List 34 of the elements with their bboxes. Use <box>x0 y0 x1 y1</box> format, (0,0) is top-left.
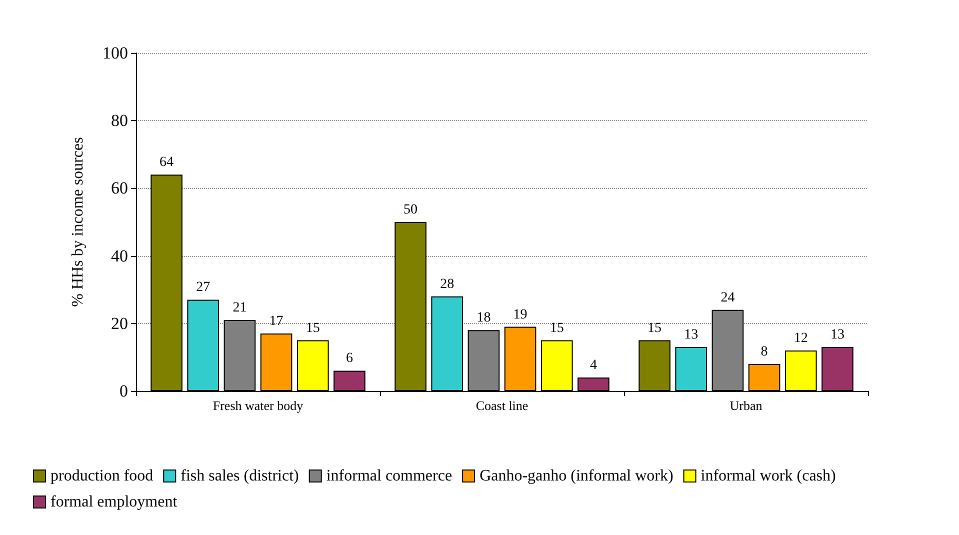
x-tick-label: Fresh water body <box>212 398 304 413</box>
y-tick-label: 0 <box>120 382 128 400</box>
data-label: 6 <box>346 351 353 366</box>
y-tick-label: 100 <box>102 44 128 62</box>
y-tick-label: 20 <box>111 314 128 333</box>
data-label: 18 <box>476 310 491 326</box>
legend-label: production food <box>50 468 154 484</box>
legend-label: fish sales (district) <box>180 468 299 484</box>
y-tick-label: 80 <box>111 111 128 130</box>
data-label: 17 <box>269 314 284 330</box>
data-label: 8 <box>760 344 768 360</box>
data-label: 27 <box>196 280 210 296</box>
x-tick-label: Coast line <box>476 398 528 413</box>
data-label: 28 <box>440 276 454 292</box>
legend-label: informal work (cash) <box>700 468 836 484</box>
y-tick-label: 60 <box>111 178 128 198</box>
data-label: 15 <box>648 320 662 336</box>
data-label: 15 <box>306 320 320 336</box>
data-label: 24 <box>720 290 735 306</box>
data-label: 4 <box>590 358 597 373</box>
data-label: 21 <box>232 300 247 316</box>
legend-label: Ganho-ganho (informal work) <box>480 468 674 484</box>
x-tick-label: Urban <box>730 398 763 413</box>
legend-label: formal employment <box>50 494 178 510</box>
y-axis-title: % HHs by income sources <box>70 137 86 307</box>
data-label: 50 <box>404 202 418 218</box>
data-label: 64 <box>160 155 174 170</box>
y-tick-label: 40 <box>111 246 128 266</box>
data-label: 15 <box>550 320 564 336</box>
legend-label: informal commerce <box>326 468 452 484</box>
data-label: 13 <box>684 328 698 343</box>
data-label: 19 <box>513 307 528 322</box>
data-label: 13 <box>830 328 844 343</box>
data-label: 12 <box>794 330 808 346</box>
